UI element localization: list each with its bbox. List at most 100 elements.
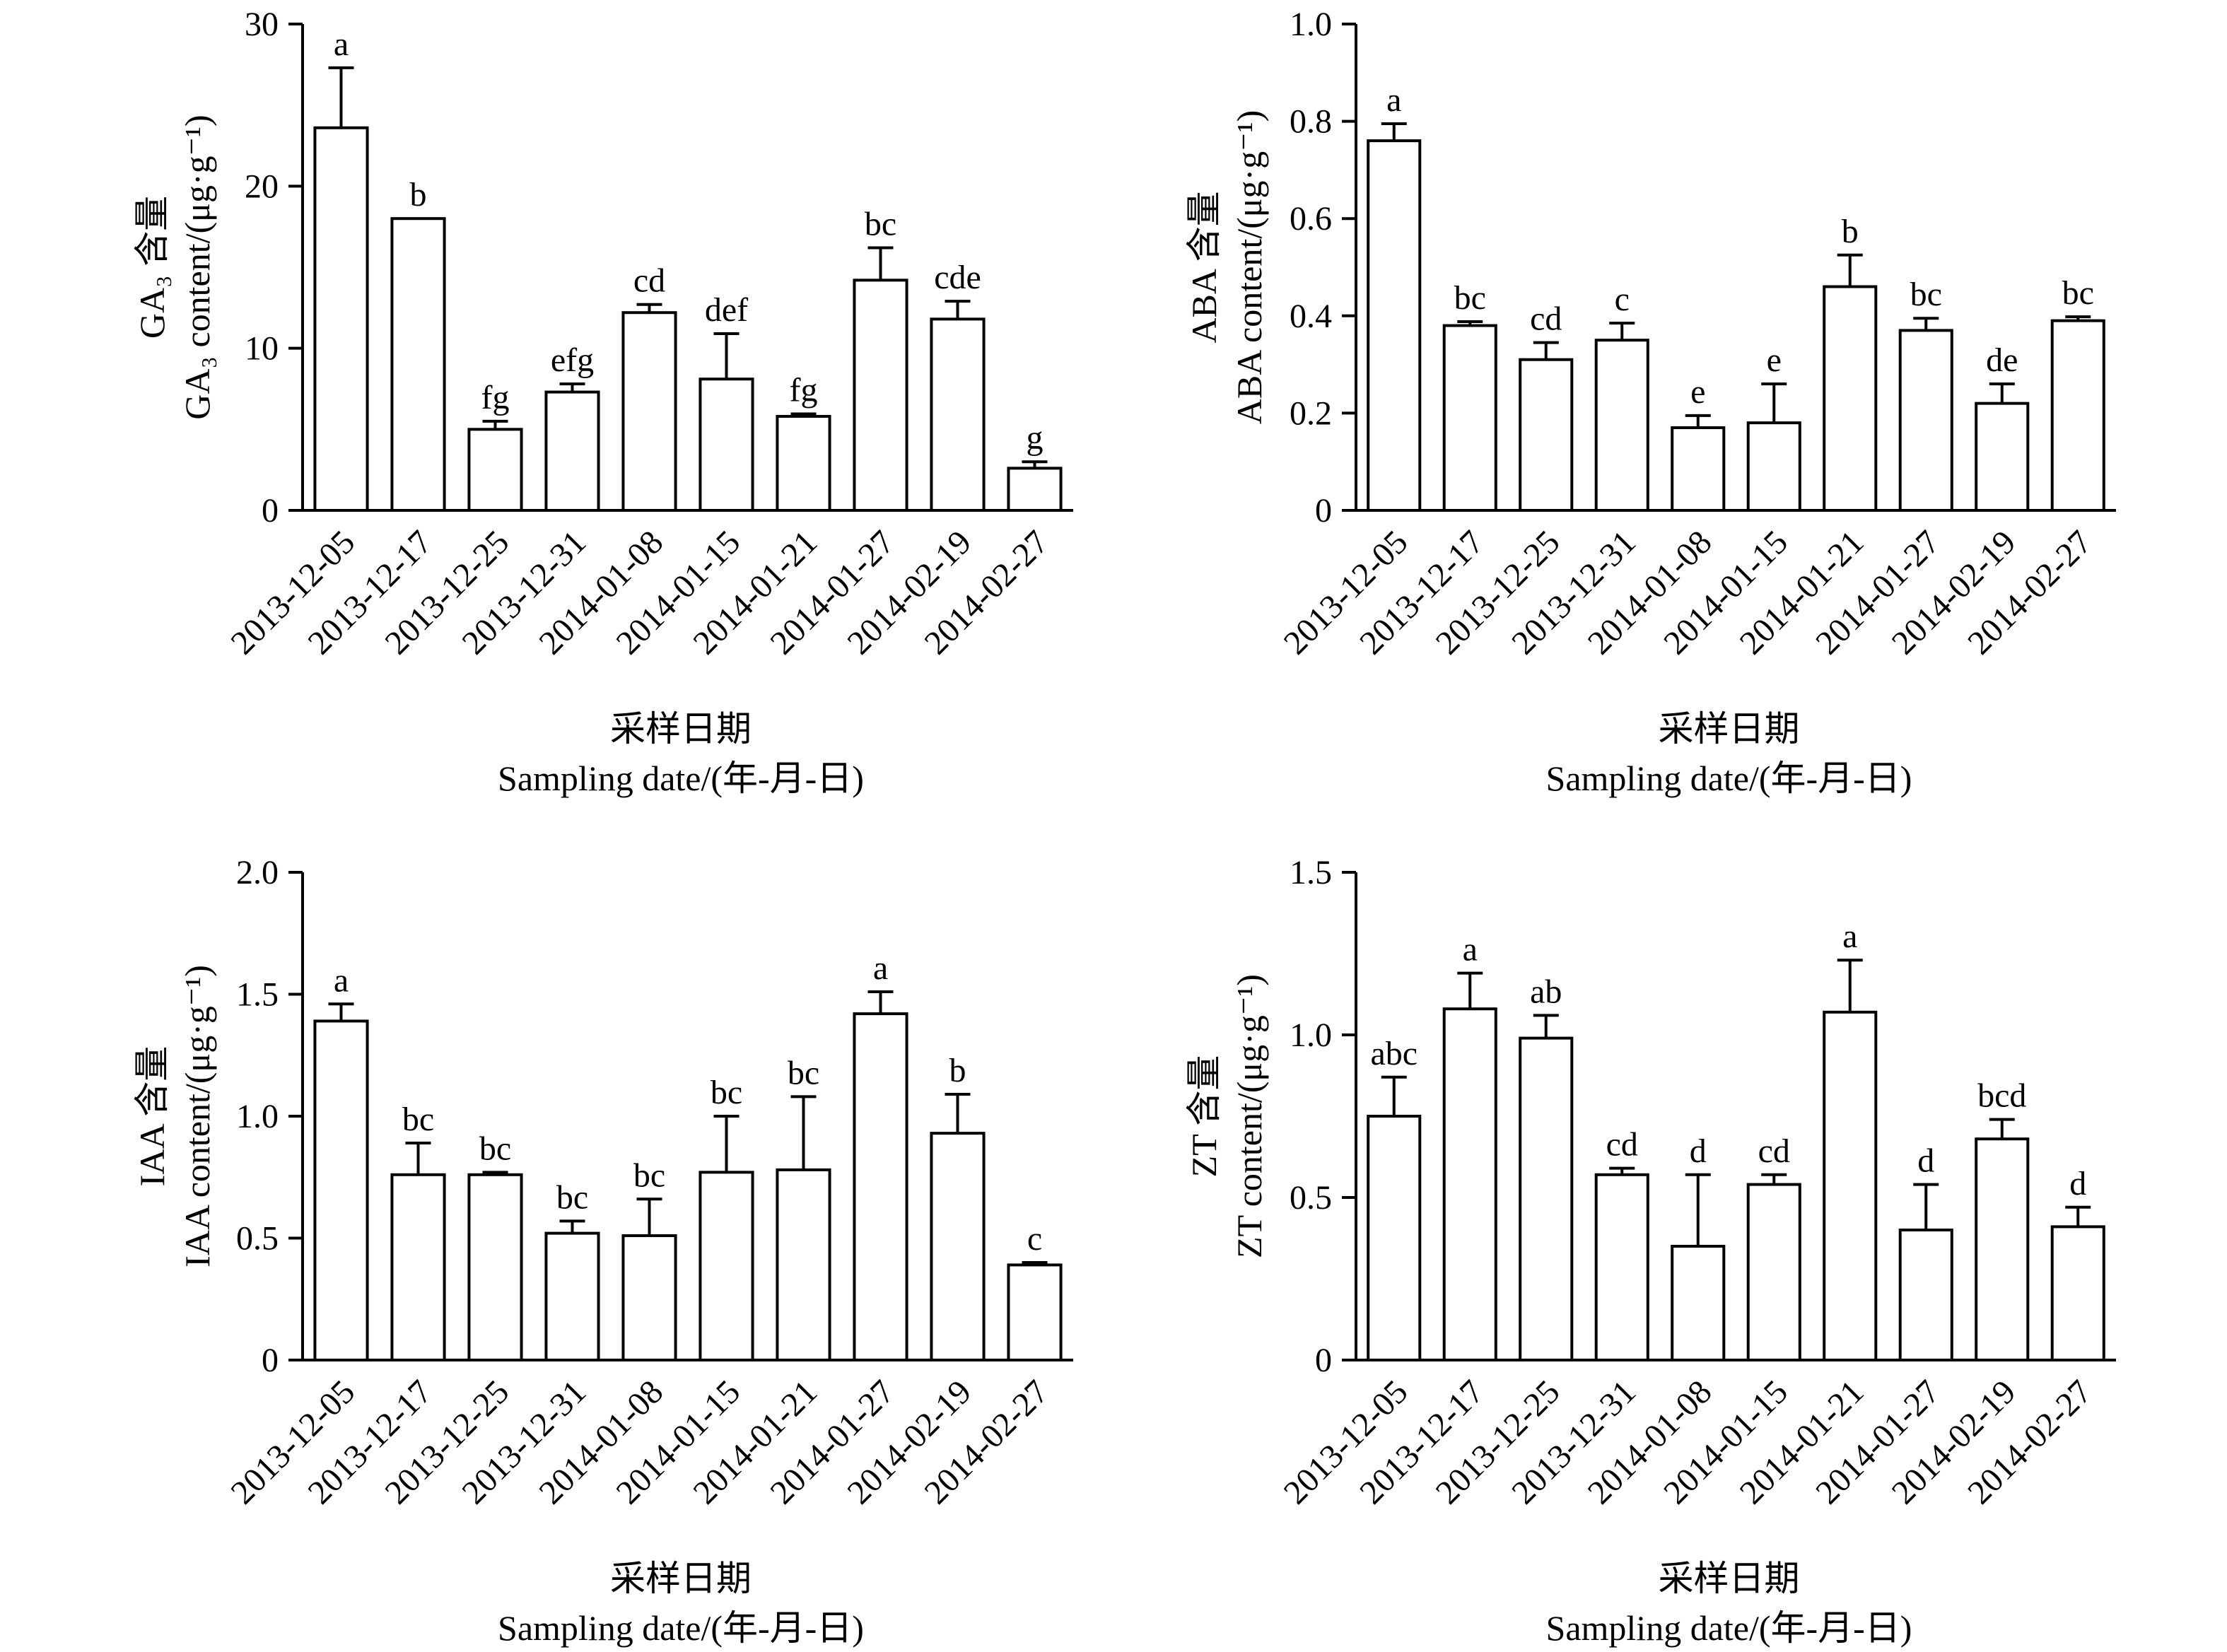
iaa-significance-letter: bc [556, 1178, 588, 1216]
ga3-y-tick-label: 30 [245, 6, 279, 43]
zt-bar [1444, 1009, 1496, 1360]
zt-y-axis-label-cn: ZT 含量 [1184, 1055, 1224, 1178]
aba-significance-letter: bc [1454, 279, 1486, 317]
ga3-y-tick-label: 10 [245, 330, 279, 368]
aba-x-axis-label-en: Sampling date/(年-月-日) [1546, 758, 1912, 798]
ga3-bar [623, 312, 675, 510]
zt-bar [1672, 1246, 1724, 1360]
iaa-significance-letter: bc [788, 1054, 819, 1091]
aba-x-axis-label-cn: 采样日期 [1659, 709, 1800, 749]
zt-significance-letter: cd [1606, 1126, 1638, 1164]
ga3-y-axis-label-cn: GA₃ 含量 [132, 196, 172, 339]
aba-y-tick-label: 0.4 [1290, 298, 1332, 335]
zt-y-tick-label: 0 [1315, 1342, 1332, 1379]
ga3-bar [392, 218, 444, 510]
zt-y-tick-label: 0.5 [1290, 1179, 1332, 1217]
iaa-significance-letter: a [334, 961, 349, 999]
ga3-panel: 0102030a2013-12-05b2013-12-17fg2013-12-2… [132, 6, 1073, 798]
zt-significance-letter: d [1690, 1132, 1707, 1170]
aba-significance-letter: de [1986, 341, 2018, 379]
zt-panel: 00.51.01.5abc2013-12-05a2013-12-17ab2013… [1184, 854, 2116, 1648]
aba-significance-letter: cd [1530, 300, 1562, 338]
iaa-bar [854, 1014, 906, 1360]
aba-bar [1596, 340, 1648, 510]
ga3-y-axis-label-en: GA₃ content/(μg·g⁻¹) [177, 115, 217, 419]
zt-bar [2052, 1226, 2104, 1360]
aba-significance-letter: bc [1910, 276, 1942, 313]
iaa-significance-letter: bc [633, 1156, 665, 1194]
zt-y-tick-label: 1.5 [1290, 854, 1332, 891]
aba-bar [2052, 321, 2104, 510]
iaa-bar [777, 1170, 829, 1360]
iaa-bar [700, 1172, 752, 1360]
zt-bar [1976, 1139, 2028, 1360]
aba-bar [1368, 141, 1420, 510]
ga3-bar [700, 379, 752, 510]
aba-significance-letter: b [1842, 213, 1859, 250]
aba-y-tick-label: 1.0 [1290, 6, 1332, 43]
zt-significance-letter: ab [1530, 973, 1562, 1010]
aba-significance-letter: c [1615, 281, 1630, 318]
aba-significance-letter: a [1386, 81, 1401, 119]
aba-y-axis-label-cn: ABA 含量 [1184, 191, 1224, 343]
aba-bar [1824, 287, 1876, 510]
aba-y-axis-label-en: ABA content/(μg·g⁻¹) [1229, 110, 1269, 425]
ga3-significance-letter: cd [633, 262, 665, 300]
ga3-bar [854, 280, 906, 510]
ga3-y-tick-label: 20 [245, 168, 279, 205]
ga3-significance-letter: fg [481, 379, 510, 416]
iaa-bar [546, 1234, 598, 1360]
zt-bar [1368, 1116, 1420, 1360]
zt-bar [1748, 1185, 1800, 1360]
iaa-bar [392, 1175, 444, 1360]
zt-x-axis-label-en: Sampling date/(年-月-日) [1546, 1608, 1912, 1648]
ga3-significance-letter: b [410, 176, 427, 213]
zt-bar [1520, 1038, 1572, 1360]
aba-panel: 00.20.40.60.81.0a2013-12-05bc2013-12-17c… [1184, 6, 2116, 798]
ga3-x-axis-label-cn: 采样日期 [610, 709, 752, 749]
aba-bar [1976, 404, 2028, 510]
figure: 0102030a2013-12-05b2013-12-17fg2013-12-2… [0, 0, 2227, 1652]
iaa-significance-letter: bc [711, 1074, 742, 1111]
zt-bar [1596, 1175, 1648, 1360]
iaa-y-tick-label: 1.5 [236, 976, 279, 1014]
iaa-significance-letter: bc [479, 1130, 511, 1167]
ga3-bar [777, 416, 829, 510]
ga3-y-tick-label: 0 [262, 492, 279, 529]
ga3-bar [1008, 468, 1060, 510]
iaa-y-axis-label-en: IAA content/(μg·g⁻¹) [177, 965, 217, 1267]
zt-y-tick-label: 1.0 [1290, 1017, 1332, 1054]
zt-significance-letter: a [1463, 931, 1478, 968]
iaa-y-tick-label: 2.0 [236, 854, 279, 891]
aba-y-tick-label: 0.6 [1290, 200, 1332, 238]
aba-y-tick-label: 0.2 [1290, 394, 1332, 432]
iaa-y-tick-label: 0 [262, 1342, 279, 1379]
ga3-bar [931, 319, 983, 510]
zt-significance-letter: d [2069, 1165, 2086, 1202]
iaa-significance-letter: b [949, 1052, 966, 1089]
zt-significance-letter: cd [1758, 1132, 1790, 1170]
zt-bar [1900, 1230, 1952, 1360]
aba-bar [1520, 360, 1572, 510]
iaa-bar [1008, 1265, 1060, 1360]
iaa-panel: 00.51.01.52.0a2013-12-05bc2013-12-17bc20… [132, 854, 1073, 1648]
iaa-y-axis-label-cn: IAA 含量 [132, 1046, 172, 1187]
zt-significance-letter: a [1842, 918, 1857, 955]
ga3-significance-letter: g [1027, 419, 1044, 457]
iaa-bar [623, 1236, 675, 1360]
aba-bar [1672, 428, 1724, 510]
iaa-x-axis-label-en: Sampling date/(年-月-日) [498, 1608, 864, 1648]
zt-significance-letter: d [1917, 1142, 1934, 1180]
aba-significance-letter: e [1690, 373, 1705, 411]
ga3-significance-letter: efg [551, 341, 594, 379]
iaa-bar [931, 1133, 983, 1360]
zt-y-axis-label-en: ZT content/(μg·g⁻¹) [1229, 974, 1269, 1258]
zt-x-axis-label-cn: 采样日期 [1659, 1559, 1800, 1598]
iaa-y-tick-label: 0.5 [236, 1220, 279, 1258]
aba-y-tick-label: 0 [1315, 492, 1332, 529]
iaa-bar [315, 1021, 367, 1360]
iaa-significance-letter: bc [402, 1101, 434, 1138]
zt-significance-letter: abc [1370, 1035, 1418, 1072]
aba-y-tick-label: 0.8 [1290, 103, 1332, 141]
aba-significance-letter: bc [2062, 274, 2094, 312]
